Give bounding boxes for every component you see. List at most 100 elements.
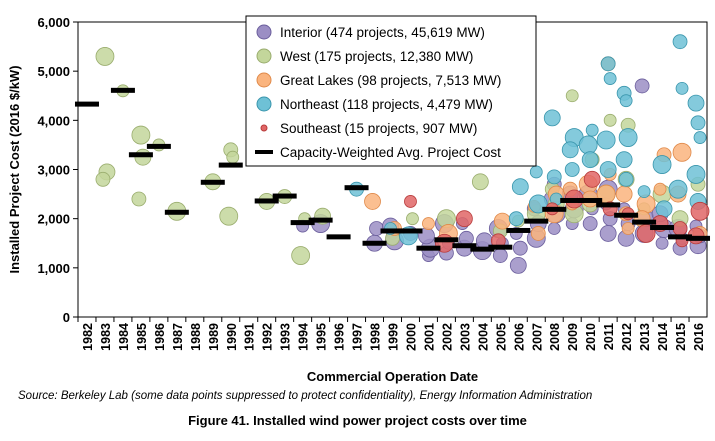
data-point — [583, 170, 601, 188]
avg-cost-marker — [632, 219, 657, 225]
data-point — [291, 246, 311, 265]
data-point — [615, 185, 633, 203]
data-point — [585, 123, 599, 137]
avg-cost-marker — [164, 209, 189, 215]
data-point — [672, 221, 688, 236]
y-axis-title: Installed Project Cost (2016 $/kW) — [7, 65, 22, 273]
x-tick-label: 2000 — [404, 323, 418, 351]
y-tick-label: 3,000 — [37, 163, 70, 178]
data-point — [619, 94, 633, 108]
avg-cost-marker — [560, 197, 585, 203]
data-point — [655, 236, 669, 250]
data-point — [508, 211, 524, 227]
legend-box — [245, 15, 537, 167]
avg-cost-marker — [146, 143, 171, 149]
x-tick-label: 1989 — [207, 323, 221, 351]
data-point — [578, 135, 598, 155]
x-tick-label: 2004 — [476, 323, 490, 351]
avg-cost-marker — [668, 234, 693, 240]
x-tick-label: 1992 — [261, 323, 275, 351]
data-point — [603, 72, 617, 85]
data-point — [596, 130, 616, 150]
data-point — [581, 151, 599, 169]
x-tick-label: 1997 — [351, 323, 365, 351]
data-point — [634, 78, 650, 94]
avg-cost-marker — [434, 237, 459, 243]
y-tick-label: 0 — [63, 310, 70, 325]
legend-swatch — [256, 48, 272, 64]
x-tick-label: 1982 — [81, 323, 95, 351]
avg-cost-marker — [452, 243, 477, 249]
data-point — [652, 155, 672, 174]
data-point — [131, 191, 147, 207]
x-tick-label: 1995 — [315, 323, 329, 351]
data-point — [653, 182, 667, 196]
x-tick-label: 1986 — [153, 323, 167, 351]
data-point — [530, 226, 546, 241]
avg-cost-marker — [272, 193, 297, 199]
legend-swatch — [260, 124, 268, 132]
data-point — [675, 81, 689, 95]
data-point — [668, 179, 688, 199]
x-tick-label: 2003 — [458, 323, 472, 351]
data-point — [686, 165, 706, 184]
data-point — [599, 225, 617, 242]
data-point — [600, 56, 616, 72]
data-point — [564, 162, 580, 177]
x-tick-label: 1988 — [189, 323, 203, 351]
avg-cost-marker — [290, 220, 315, 226]
y-tick-label: 5,000 — [37, 64, 70, 79]
data-point — [471, 173, 489, 191]
avg-cost-marker — [308, 217, 333, 223]
data-point — [543, 109, 561, 127]
x-tick-label: 1998 — [369, 323, 383, 351]
avg-cost-marker — [524, 218, 549, 224]
x-tick-label: 1983 — [99, 323, 113, 351]
y-tick-label: 6,000 — [37, 15, 70, 30]
data-point — [547, 222, 561, 235]
data-point — [582, 216, 598, 231]
data-point — [621, 222, 635, 235]
data-point — [690, 115, 706, 131]
data-point — [364, 193, 381, 210]
data-point — [512, 240, 528, 256]
data-point — [529, 165, 543, 179]
x-tick-label: 2001 — [422, 323, 436, 351]
legend-label: Northeast (118 projects, 4,479 MW) — [280, 97, 493, 112]
y-tick-label: 1,000 — [37, 261, 70, 276]
data-point — [95, 171, 111, 187]
data-point — [687, 94, 705, 112]
x-tick-label: 1985 — [135, 323, 149, 351]
avg-cost-marker — [362, 240, 387, 246]
avg-cost-marker — [416, 245, 441, 251]
avg-cost-marker — [326, 234, 351, 240]
avg-cost-marker — [110, 87, 135, 93]
legend-label: Capacity-Weighted Avg. Project Cost — [280, 145, 501, 160]
x-tick-label: 1999 — [387, 323, 401, 351]
source-note: Source: Berkeley Lab (some data points s… — [18, 390, 593, 402]
legend-swatch — [256, 96, 272, 112]
avg-cost-marker — [218, 162, 243, 168]
x-tick-label: 2016 — [692, 323, 706, 351]
data-point — [131, 125, 151, 145]
avg-cost-marker — [650, 225, 675, 231]
data-point — [546, 169, 562, 185]
avg-cost-marker — [74, 101, 99, 107]
axes: 0 1,000 2,000 3,000 4,000 5,000 6,000 1982 1983 1… — [37, 15, 706, 351]
x-tick-label: 2009 — [566, 323, 580, 351]
x-tick-label: 2010 — [584, 323, 598, 351]
x-tick-label: 2011 — [602, 323, 616, 350]
data-point — [603, 113, 617, 127]
avg-cost-marker — [398, 228, 423, 234]
data-point — [492, 248, 508, 263]
x-tick-label: 2012 — [620, 323, 634, 351]
x-tick-label: 1984 — [117, 323, 131, 351]
data-point — [493, 212, 511, 230]
avg-cost-marker — [254, 198, 279, 204]
avg-cost-marker — [542, 206, 567, 212]
x-tick-label: 1987 — [171, 323, 185, 351]
x-tick-label: 1994 — [297, 323, 311, 351]
x-tick-label: 1993 — [279, 323, 293, 351]
data-point — [618, 128, 638, 147]
